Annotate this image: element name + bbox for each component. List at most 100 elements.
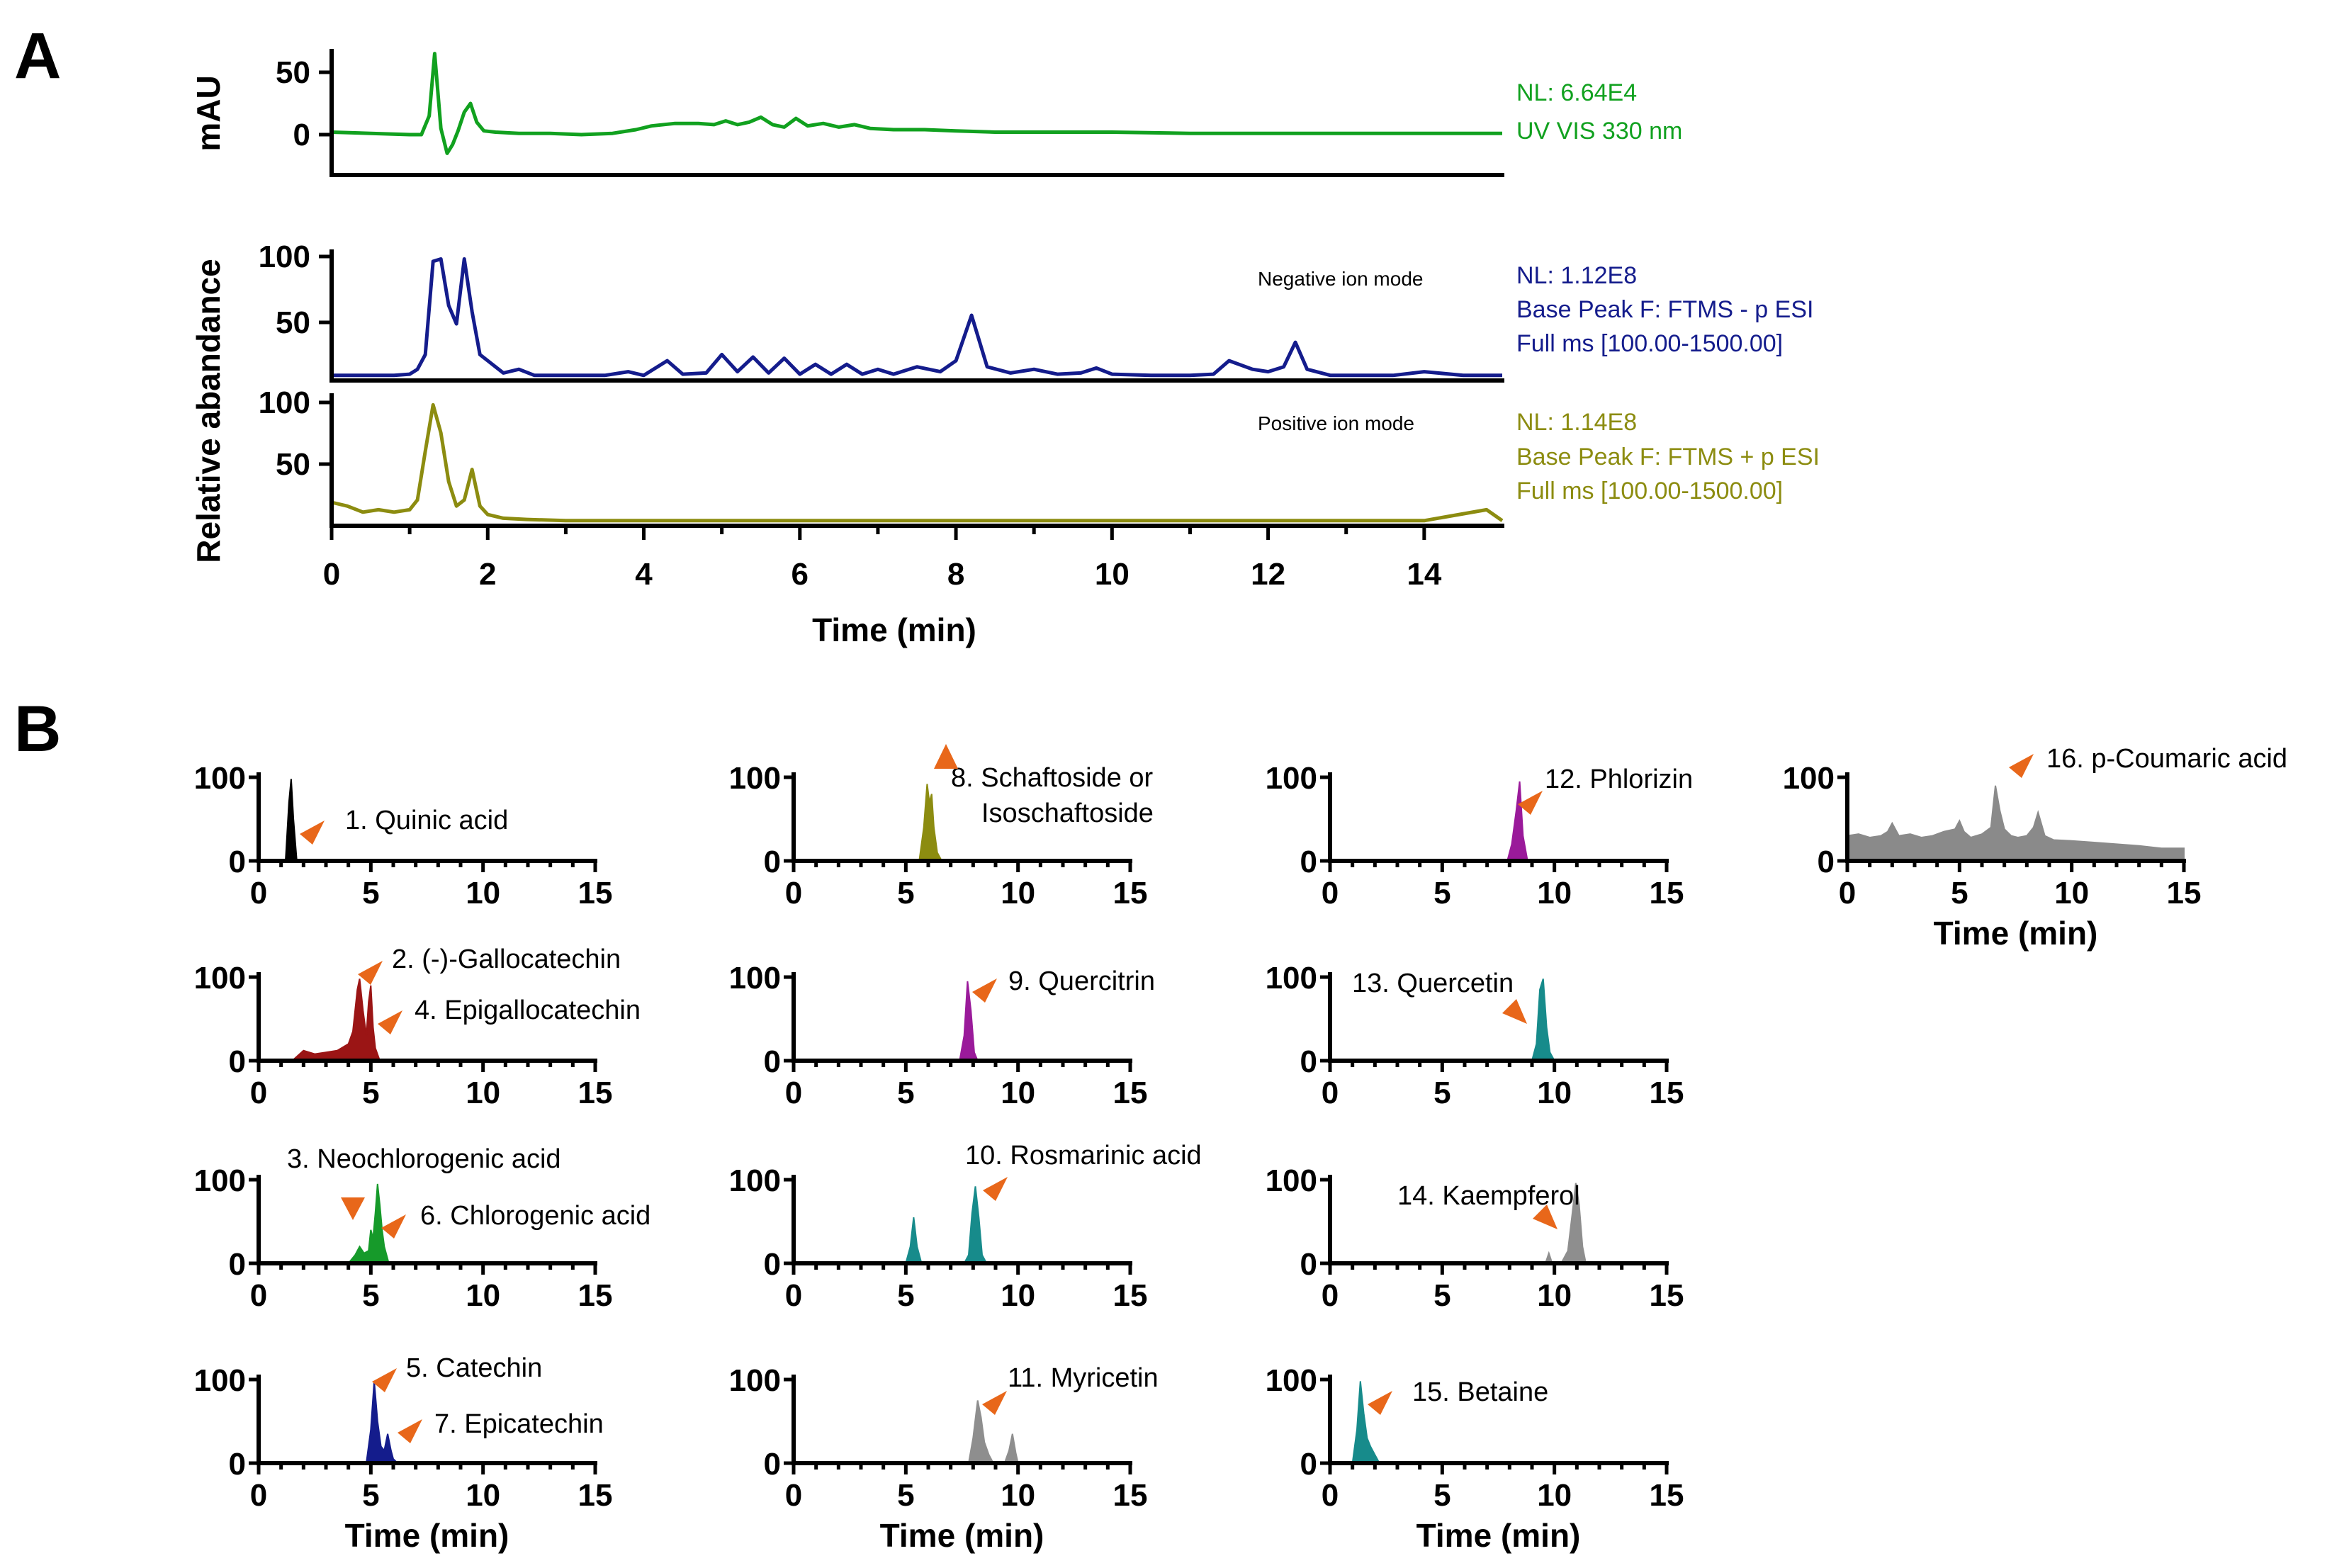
mini-chart-x-tick-label: 5: [1433, 876, 1450, 910]
mini-chart-7: 100 00 5 10 15: [729, 1163, 1148, 1313]
mini-chart-x-tick-label: 5: [897, 1278, 914, 1313]
marker-13-triangle-icon: [1502, 999, 1527, 1024]
mini-chart-x-tick-label: 0: [250, 1478, 267, 1513]
negative-y-tick-label-100: 100: [259, 239, 310, 274]
mini-chart-trace: [347, 1183, 390, 1264]
mini-chart-y-tick-label: 100: [729, 1163, 781, 1198]
panel-a-x-tick-label: 6: [792, 557, 809, 592]
compound-label-12: 12. Phlorizin: [1545, 765, 1693, 794]
marker-6-triangle-icon: [381, 1214, 406, 1239]
mini-chart-x-tick-label: 5: [897, 876, 914, 910]
compound-label-8-line-2: Isoschaftoside: [981, 799, 1154, 828]
mini-chart-trace: [365, 1381, 400, 1464]
mini-chart-x-axis-title: Time (min): [1416, 1517, 1581, 1554]
mini-chart-x-tick-label: 0: [785, 1478, 802, 1513]
mini-chart-x-tick-label: 15: [578, 1076, 613, 1110]
mini-chart-x-tick-label: 10: [1537, 1076, 1572, 1110]
mini-chart-3: 100 00 5 10 15: [194, 1163, 613, 1313]
uv-y-tick-label-0: 0: [293, 118, 310, 152]
mini-chart-x-tick-label: 5: [1433, 1076, 1450, 1110]
panel-a-x-tick-label: 14: [1407, 557, 1441, 592]
mini-chart-x-tick-label: 0: [1322, 1278, 1339, 1313]
mini-chart-x-tick-label: 0: [250, 1278, 267, 1313]
compound-label-10: 10. Rosmarinic acid: [965, 1141, 1202, 1171]
panel-a-x-ticks: 0 2 4 6 8 10 12 14: [323, 526, 1442, 592]
negative-y-tick-label-50: 50: [276, 305, 310, 340]
compound-label-14: 14. Kaempferol: [1397, 1181, 1580, 1211]
mini-chart-x-tick-label: 10: [1537, 876, 1572, 910]
mini-chart-8: 100 00 5 10 15 Time (min): [729, 1363, 1148, 1554]
mini-chart-y-tick-label: 100: [729, 1363, 781, 1398]
mini-chart-trace: [284, 779, 298, 862]
compound-label-3: 3. Neochlorogenic acid: [287, 1144, 561, 1174]
mini-chart-x-tick-label: 10: [2054, 876, 2089, 910]
mini-chart-x-tick-label: 10: [1537, 1478, 1572, 1513]
panel-a-x-tick-label: 10: [1095, 557, 1130, 592]
mini-chart-x-tick-label: 0: [1839, 876, 1856, 910]
mini-chart-y-tick-label: 0: [764, 1247, 781, 1282]
mini-chart-y-tick-label: 100: [1266, 761, 1317, 796]
mini-chart-y-tick-label: 0: [229, 1447, 246, 1482]
mini-chart-x-tick-label: 5: [362, 1076, 379, 1110]
mini-chart-x-tick-label: 10: [466, 1278, 500, 1313]
mini-chart-x-tick-label: 15: [1113, 1478, 1148, 1513]
marker-8-triangle-icon: [934, 744, 958, 769]
mini-chart-x-tick-label: 10: [1001, 876, 1035, 910]
mini-chart-x-tick-label: 0: [250, 876, 267, 910]
mini-chart-12: 100 00 5 10 15 Time (min): [1266, 1363, 1684, 1554]
mini-chart-y-tick-label: 0: [229, 845, 246, 879]
mini-chart-y-tick-label: 100: [194, 1363, 246, 1398]
mini-chart-5: 100 00 5 10 15: [729, 761, 1148, 910]
marker-14-triangle-icon: [1533, 1205, 1557, 1229]
mini-chart-y-tick-label: 0: [1300, 1044, 1317, 1079]
mini-chart-x-tick-label: 0: [1322, 1076, 1339, 1110]
mini-chart-x-tick-label: 10: [1001, 1278, 1035, 1313]
mini-chart-trace: [918, 784, 943, 862]
mini-chart-x-tick-label: 15: [578, 1478, 613, 1513]
mini-chart-trace: [290, 978, 381, 1061]
compound-label-15: 15. Betaine: [1412, 1377, 1548, 1407]
marker-1-triangle-icon: [300, 820, 325, 845]
mini-chart-x-tick-label: 10: [466, 1076, 500, 1110]
panel-a-letter: A: [14, 20, 61, 92]
compound-label-4: 4. Epigallocatechin: [415, 995, 641, 1025]
mini-chart-y-tick-label: 100: [194, 761, 246, 796]
mini-chart-x-tick-label: 15: [1113, 1278, 1148, 1313]
mini-chart-x-axis-title: Time (min): [880, 1517, 1044, 1554]
mini-chart-y-tick-label: 0: [1300, 1247, 1317, 1282]
mini-chart-x-tick-label: 0: [785, 1278, 802, 1313]
mini-chart-x-tick-label: 15: [1113, 1076, 1148, 1110]
mini-chart-trace: [1531, 978, 1556, 1061]
mini-chart-x-tick-label: 15: [2167, 876, 2202, 910]
marker-10-triangle-icon: [983, 1177, 1008, 1201]
mini-chart-x-tick-label: 0: [1322, 1478, 1339, 1513]
mini-chart-y-tick-label: 0: [229, 1247, 246, 1282]
compound-label-13: 13. Quercetin: [1352, 969, 1514, 998]
uv-subplot: 50 0 mAU NL: 6.64E4 UV VIS 330 nm: [190, 49, 1682, 177]
positive-y-tick-label-50: 50: [276, 447, 310, 482]
marker-7-triangle-icon: [398, 1419, 422, 1443]
mini-chart-x-tick-label: 10: [466, 876, 500, 910]
mini-chart-x-tick-label: 15: [578, 1278, 613, 1313]
positive-subplot: 100 50 Positive ion mode NL: 1.14E8 Base…: [259, 385, 1820, 528]
mini-chart-x-tick-label: 10: [1537, 1278, 1572, 1313]
uv-y-tick-label-50: 50: [276, 55, 310, 90]
panel-a-shared-y-title: Relative abandance: [190, 259, 227, 563]
compound-label-7: 7. Epicatechin: [434, 1409, 604, 1439]
compound-label-8: 8. Schaftoside or: [951, 763, 1154, 793]
mini-chart-x-tick-label: 5: [362, 1478, 379, 1513]
mini-chart-y-tick-label: 100: [1266, 961, 1317, 995]
mini-chart-6: 100 00 5 10 15: [729, 961, 1148, 1110]
uv-info-line-1: NL: 6.64E4: [1516, 79, 1637, 106]
panel-a: 50 0 mAU NL: 6.64E4 UV VIS 330 nm 100 50…: [190, 49, 1820, 648]
positive-trace: [331, 402, 1504, 523]
marker-3-triangle-icon: [341, 1197, 365, 1220]
mini-chart-x-tick-label: 5: [1433, 1278, 1450, 1313]
mini-chart-y-tick-label: 0: [1300, 845, 1317, 879]
mini-chart-y-tick-label: 100: [729, 761, 781, 796]
mini-chart-trace: [904, 1186, 988, 1264]
compound-label-9: 9. Quercitrin: [1008, 966, 1155, 996]
uv-y-axis-title: mAU: [190, 75, 227, 151]
